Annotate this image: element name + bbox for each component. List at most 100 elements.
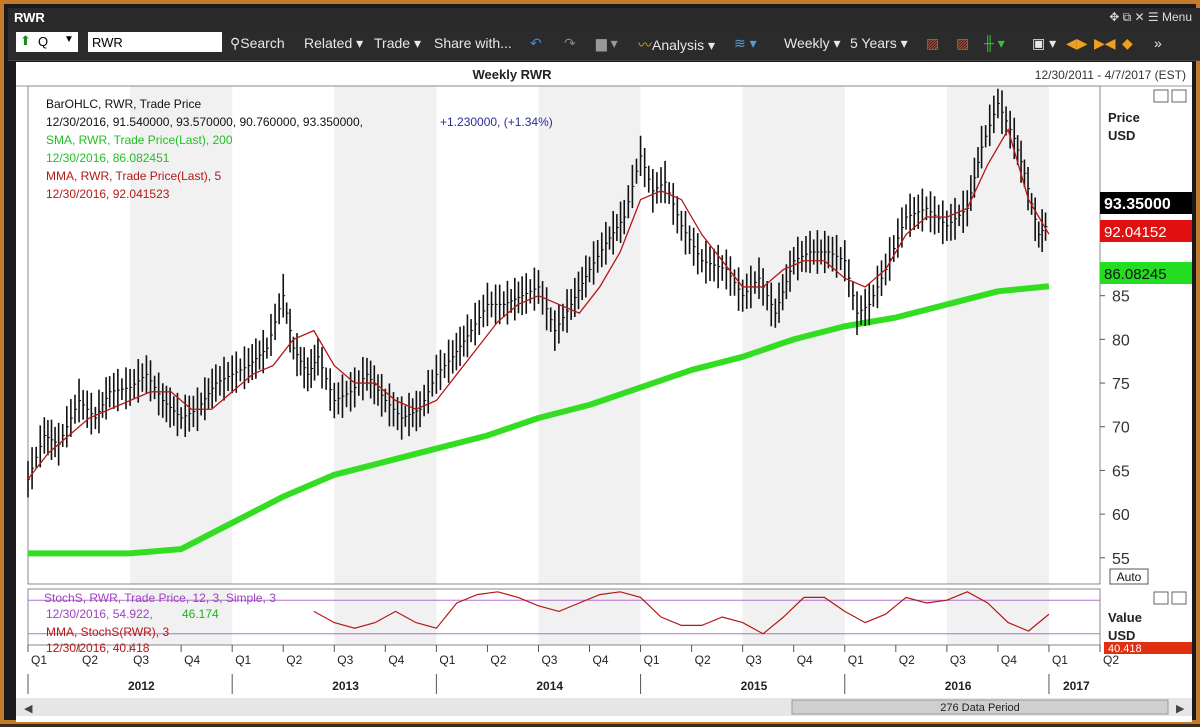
scroll-left-arrow-icon[interactable]: ◀ (24, 703, 33, 715)
quarter-tick-label: Q4 (1001, 653, 1017, 667)
year-tick-label: 2012 (128, 679, 155, 693)
quarter-tick-label: Q2 (899, 653, 915, 667)
interval-select[interactable]: Weekly ▾ (784, 35, 841, 51)
stoch-axis-label1: Value (1108, 610, 1142, 625)
legend-bar-line2: 12/30/2016, 91.540000, 93.570000, 90.760… (46, 115, 363, 129)
chevron-down-icon[interactable]: ▼ (64, 34, 74, 45)
legend-mma-line2: 12/30/2016, 92.041523 (46, 187, 170, 201)
range-select[interactable]: 5 Years ▾ (850, 35, 908, 51)
price-tick-label: 75 (1112, 376, 1130, 393)
last-price-value: 93.35000 (1104, 196, 1171, 213)
background-band (538, 589, 641, 645)
stoch-value-tag (1104, 642, 1192, 654)
analysis-menu[interactable]: 〰Analysis ▾ (638, 37, 716, 53)
study-icon[interactable]: ≋ ▾ (734, 35, 757, 51)
search-button[interactable]: ⚲Search (230, 35, 285, 51)
up-arrow-icon: ⬆ (20, 33, 31, 48)
quarter-tick-label: Q2 (695, 653, 711, 667)
year-tick-label: 2013 (332, 679, 359, 693)
stoch-legend2-value: 46.174 (182, 607, 219, 621)
sma-price-tag (1100, 262, 1192, 284)
year-tick-label: 2016 (945, 679, 972, 693)
price-tick-label: 85 (1112, 289, 1130, 306)
quarter-tick-label: Q4 (388, 653, 404, 667)
stoch-legend1: StochS, RWR, Trade Price, 12, 3, Simple,… (44, 591, 276, 605)
price-axis-ticks: 55 60 65 70 75 80 85 (1100, 289, 1130, 568)
layout-icon[interactable]: ▣ ▾ (1032, 35, 1057, 51)
quarter-tick-label: Q1 (235, 653, 251, 667)
stoch-minimize-icon[interactable] (1153, 591, 1169, 605)
auto-scale-button[interactable] (1109, 568, 1149, 585)
quarter-tick-label: Q2 (1103, 653, 1119, 667)
scroll-right-icon[interactable]: ▶◀ (1094, 35, 1116, 51)
quarter-tick-label: Q3 (950, 653, 966, 667)
background-band (538, 86, 641, 584)
window-title: RWR (14, 10, 45, 25)
quarter-tick-label: Q1 (644, 653, 660, 667)
date-range: 12/30/2011 - 4/7/2017 (EST) (1035, 68, 1186, 82)
price-axis-header: Price USD (1108, 89, 1187, 143)
chart-title: Weekly RWR (473, 67, 553, 82)
more-icon[interactable]: » (1154, 35, 1162, 51)
scroll-left-icon[interactable]: ◀▶ (1066, 35, 1088, 51)
chart-compare-icon[interactable]: ▨ (956, 35, 970, 51)
menu-label[interactable]: Menu (1161, 10, 1192, 24)
close-panel-icon[interactable] (1171, 89, 1187, 103)
share-menu[interactable]: Share with... (434, 35, 512, 51)
analysis-icon: 〰 (638, 37, 652, 53)
quarter-tick-label: Q1 (1052, 653, 1068, 667)
scroll-right-arrow-icon[interactable]: ▶ (1176, 703, 1185, 715)
redo-icon[interactable]: ↷ (564, 35, 576, 51)
sma-price-value: 86.08245 (1104, 266, 1167, 283)
mma-line (27, 128, 1050, 480)
quarter-tick-label: Q1 (439, 653, 455, 667)
sma-layer (28, 283, 1050, 557)
quarter-tick-label: Q4 (593, 653, 609, 667)
title-bar: RWR ✥ ⧉ ✕ ☰ Menu (8, 8, 1200, 28)
year-tick-label: 2017 (1063, 679, 1090, 693)
chart-area[interactable]: Weekly RWR 12/30/2011 - 4/7/2017 (EST) 5… (16, 62, 1192, 722)
mma-price-value: 92.04152 (1104, 224, 1167, 241)
background-band (742, 589, 845, 645)
auto-scale-label[interactable]: Auto (1117, 570, 1142, 584)
background-band (130, 589, 233, 645)
price-tick-label: 70 (1112, 420, 1130, 437)
toolbar: ⬆ Q ▼ ⚲Search Related ▾ Trade ▾ Share wi… (8, 28, 1200, 61)
legend-sma-line2: 12/30/2016, 86.082451 (46, 151, 170, 165)
price-axis-label1: Price (1108, 110, 1140, 125)
stoch-legend4: 12/30/2016, 40.418 (46, 641, 150, 655)
folder-icon[interactable]: ▆ ▾ (596, 35, 618, 51)
quarter-tick-label: Q3 (133, 653, 149, 667)
related-menu[interactable]: Related ▾ (304, 35, 364, 51)
background-band (946, 589, 1049, 645)
price-tick-label: 80 (1112, 332, 1130, 349)
trade-menu[interactable]: Trade ▾ (374, 35, 421, 51)
security-type-select[interactable]: ⬆ Q ▼ (16, 32, 78, 52)
stoch-legend2-date: 12/30/2016, 54.922, (46, 607, 153, 621)
quarter-tick-label: Q4 (797, 653, 813, 667)
undo-icon[interactable]: ↶ (530, 35, 542, 51)
chart-svg[interactable]: Weekly RWR 12/30/2011 - 4/7/2017 (EST) 5… (16, 62, 1192, 722)
quarter-tick-label: Q3 (337, 653, 353, 667)
scrollbar-thumb[interactable] (791, 699, 1169, 715)
stoch-plot-border (27, 588, 1101, 646)
quarter-tick-label: Q3 (541, 653, 557, 667)
chart-style-icon[interactable]: ▨ (926, 35, 940, 51)
zoom-icon[interactable]: ◆ (1122, 35, 1133, 51)
background-band (946, 86, 1049, 584)
bar-style-icon[interactable]: ╫ ▾ (984, 35, 1005, 51)
quarter-tick-label: Q2 (286, 653, 302, 667)
legend-bar-change: +1.230000, (+1.34%) (440, 115, 553, 129)
year-tick-label: 2015 (741, 679, 768, 693)
window-controls[interactable]: ✥ ⧉ ✕ ☰ Menu (1109, 10, 1192, 24)
data-period-label: 276 Data Period (940, 702, 1020, 714)
stoch-close-icon[interactable] (1171, 591, 1187, 605)
sma-line (28, 283, 1050, 557)
legend-sma-line1: SMA, RWR, Trade Price(Last), 200 (46, 133, 233, 147)
quarter-tick-label: Q4 (184, 653, 200, 667)
stoch-legend: StochS, RWR, Trade Price, 12, 3, Simple,… (44, 591, 276, 655)
price-axis-label2: USD (1108, 128, 1135, 143)
minimize-panel-icon[interactable] (1153, 89, 1169, 103)
scrollbar[interactable]: ◀ 276 Data Period ▶ (16, 698, 1192, 716)
symbol-input[interactable] (88, 32, 222, 52)
